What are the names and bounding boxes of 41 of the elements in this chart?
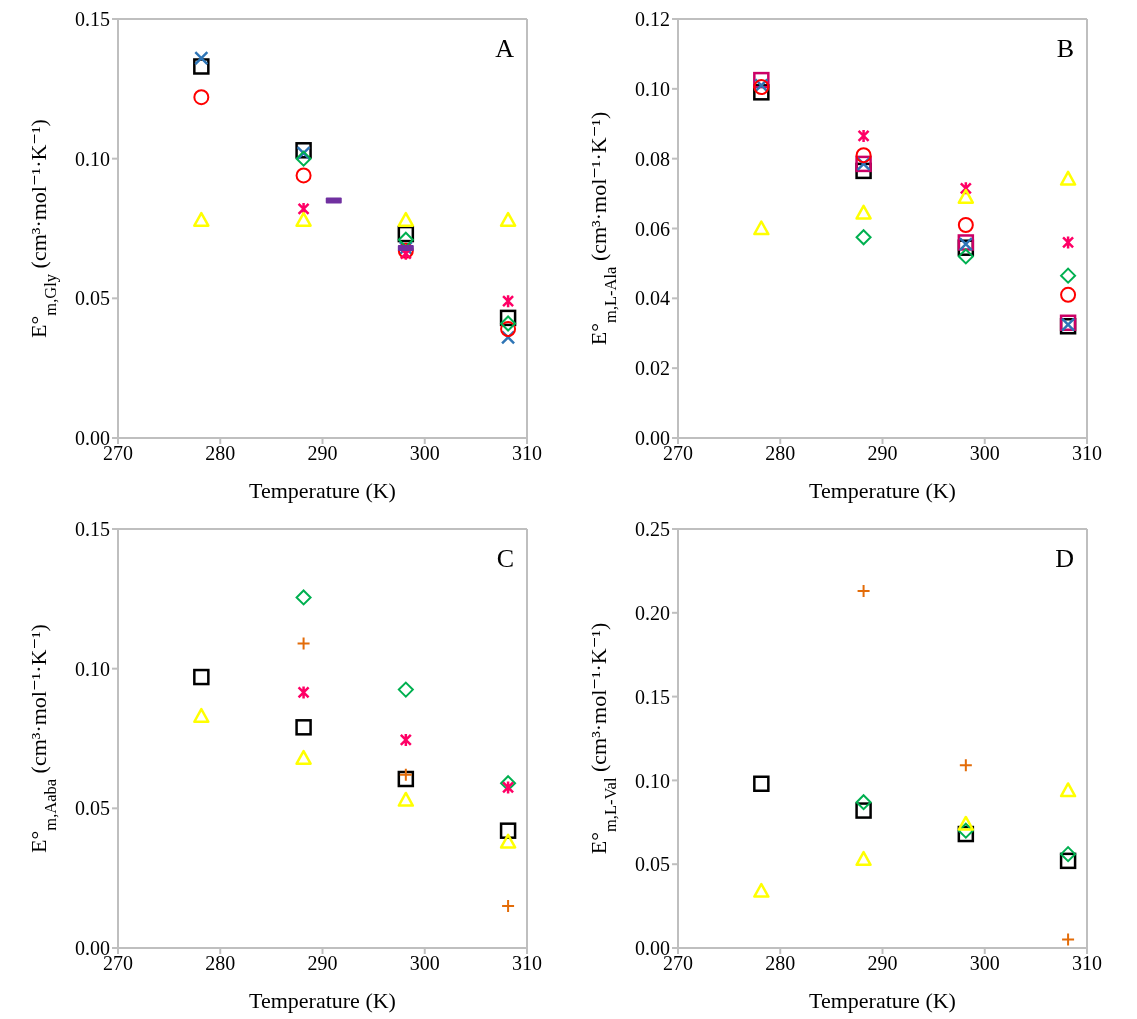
x-tick-label: 290 (307, 952, 338, 975)
x-axis-title: Temperature (K) (809, 988, 956, 1013)
x-tick-label: 280 (205, 442, 236, 465)
y-tick-label: 0.10 (635, 77, 670, 100)
annotation: B (1056, 34, 1074, 64)
y-tick-label: 0.15 (75, 518, 110, 541)
x-tick-label: 280 (205, 952, 236, 975)
x-tick-label: 300 (409, 952, 440, 975)
y-tick-label: 0.10 (75, 147, 110, 170)
annotation: C (496, 544, 514, 574)
y-tick-label: 0.08 (635, 147, 670, 170)
x-tick-label: 310 (1072, 952, 1102, 975)
x-tick-label: 280 (765, 952, 796, 975)
x-tick-label: 310 (1072, 442, 1102, 465)
x-tick-label: 290 (867, 442, 898, 465)
x-tick-label: 280 (765, 442, 796, 465)
x-tick-label: 310 (512, 442, 542, 465)
x-tick-label: 290 (307, 442, 338, 465)
y-tick-label: 0.20 (635, 601, 670, 624)
y-tick-label: 0.05 (635, 853, 670, 876)
x-tick-label: 310 (512, 952, 542, 975)
x-tick-label: 300 (969, 442, 1000, 465)
y-tick-label: 0.05 (75, 287, 110, 310)
y-tick-label: 0.04 (635, 287, 670, 310)
y-tick-label: 0.25 (635, 518, 670, 541)
x-tick-label: 300 (409, 442, 440, 465)
annotation: A (495, 34, 514, 64)
y-tick-label: 0.02 (635, 357, 670, 380)
x-axis-title: Temperature (K) (249, 988, 396, 1013)
y-tick-label: 0.05 (75, 797, 110, 820)
x-tick-label: 300 (969, 952, 1000, 975)
y-tick-label: 0.10 (75, 657, 110, 680)
x-axis-title: Temperature (K) (249, 478, 396, 503)
y-tick-label: 0.10 (635, 769, 670, 792)
y-tick-label: 0.15 (635, 685, 670, 708)
x-axis-title: Temperature (K) (809, 478, 956, 503)
annotation: D (1055, 544, 1074, 574)
x-tick-label: 290 (867, 952, 898, 975)
y-tick-label: 0.06 (635, 217, 670, 240)
y-tick-label: 0.15 (75, 8, 110, 31)
y-tick-label: 0.12 (635, 8, 670, 31)
